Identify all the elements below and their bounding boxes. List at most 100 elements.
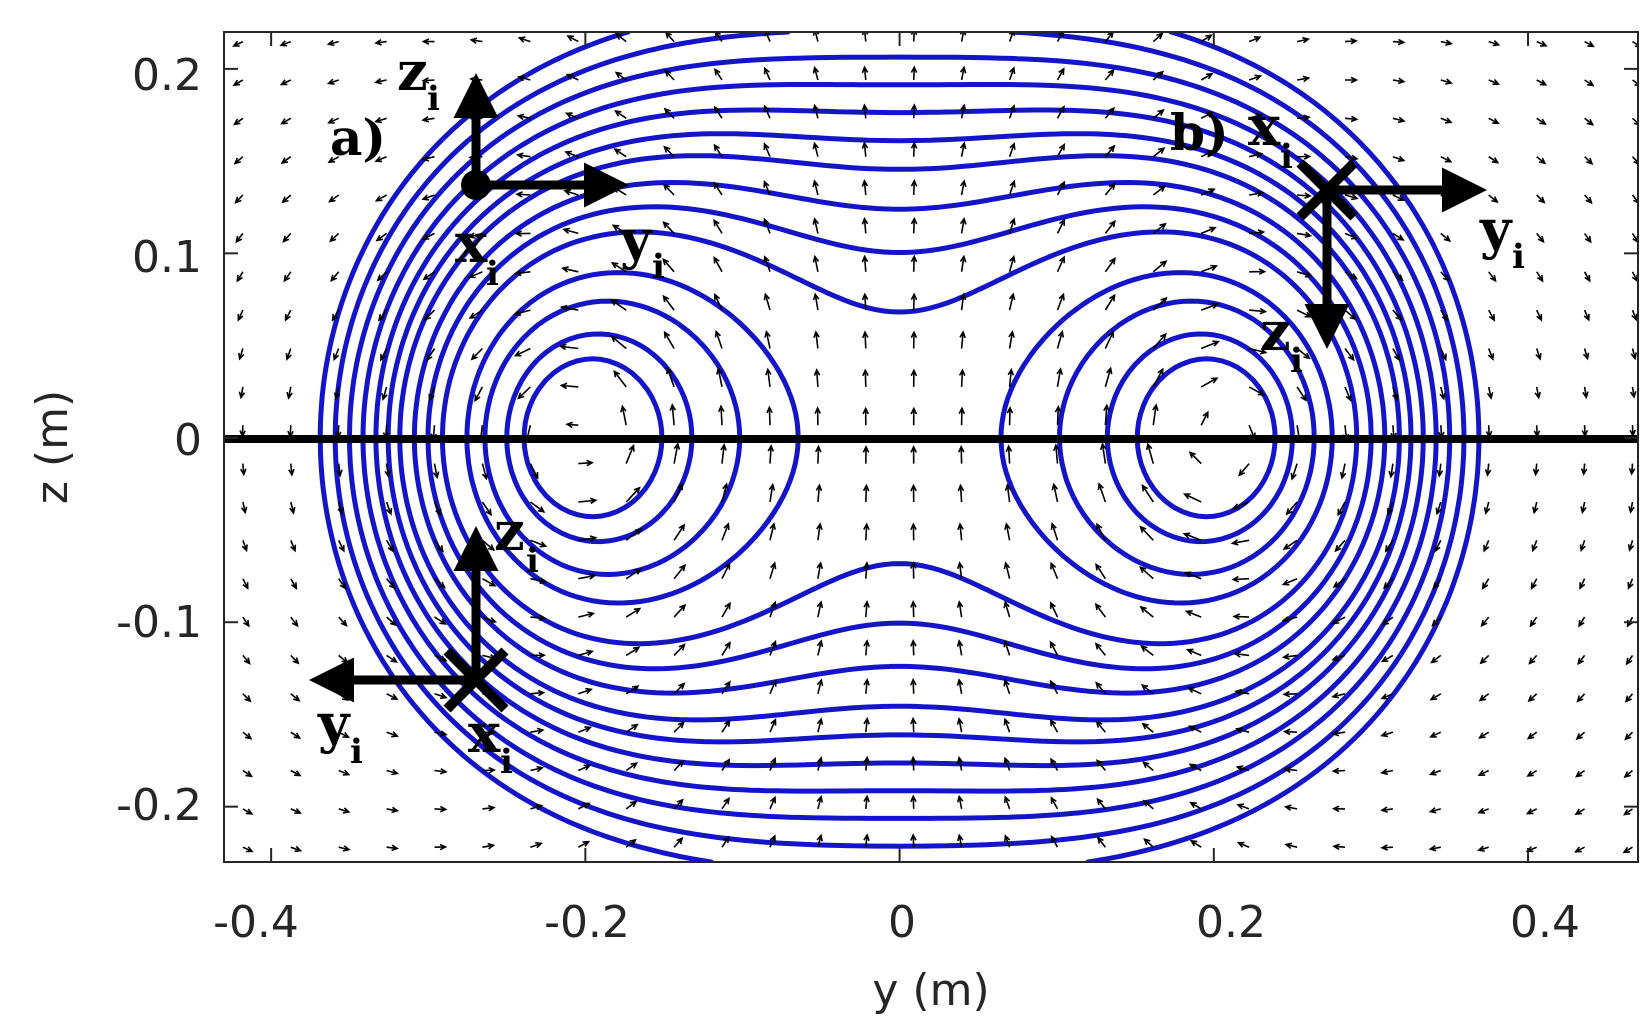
velocity-arrow bbox=[769, 561, 777, 579]
velocity-arrow bbox=[625, 838, 637, 848]
frame-b-y-sub: i bbox=[1512, 237, 1525, 277]
velocity-arrow bbox=[338, 578, 347, 590]
velocity-arrow bbox=[1440, 309, 1449, 322]
velocity-arrow bbox=[1478, 693, 1490, 702]
velocity-arrow bbox=[1249, 229, 1266, 236]
velocity-arrow bbox=[336, 463, 343, 478]
velocity-arrow bbox=[714, 329, 723, 349]
velocity-arrow bbox=[713, 255, 723, 273]
velocity-arrow bbox=[1488, 194, 1499, 204]
velocity-arrow bbox=[1331, 767, 1346, 775]
velocity-arrow bbox=[1628, 501, 1635, 514]
velocity-arrow bbox=[910, 716, 917, 733]
velocity-arrow bbox=[816, 678, 824, 694]
velocity-arrow bbox=[338, 654, 349, 664]
velocity-arrow bbox=[564, 150, 579, 158]
velocity-arrow bbox=[338, 845, 351, 852]
velocity-arrow bbox=[614, 109, 627, 119]
velocity-arrow bbox=[241, 540, 248, 553]
velocity-arrow bbox=[763, 255, 771, 273]
velocity-arrow bbox=[1477, 807, 1489, 814]
velocity-arrow bbox=[1297, 114, 1311, 121]
velocity-arrow bbox=[289, 501, 296, 515]
velocity-arrow bbox=[812, 179, 819, 196]
velocity-arrow bbox=[1189, 839, 1202, 848]
velocity-arrow bbox=[1488, 156, 1500, 164]
x-tick-label: 0 bbox=[888, 897, 916, 948]
velocity-arrow bbox=[1296, 75, 1311, 83]
velocity-arrow bbox=[1185, 648, 1202, 657]
velocity-arrow bbox=[1339, 463, 1347, 480]
velocity-arrow bbox=[1632, 79, 1638, 87]
velocity-arrow bbox=[530, 577, 548, 585]
velocity-arrow bbox=[863, 639, 870, 656]
velocity-arrow bbox=[327, 117, 340, 124]
velocity-arrow bbox=[1231, 501, 1250, 510]
velocity-arrow bbox=[861, 254, 869, 272]
velocity-arrow bbox=[625, 646, 641, 657]
velocity-arrow bbox=[673, 563, 687, 580]
velocity-arrow bbox=[1622, 846, 1633, 854]
velocity-arrow bbox=[290, 654, 300, 665]
velocity-arrow bbox=[1345, 76, 1359, 84]
velocity-arrow bbox=[959, 179, 967, 196]
velocity-arrow bbox=[421, 232, 435, 240]
velocity-arrow bbox=[238, 348, 245, 361]
velocity-arrow bbox=[863, 716, 870, 733]
velocity-arrow bbox=[717, 404, 725, 426]
velocity-arrow bbox=[432, 463, 440, 480]
velocity-arrows bbox=[232, 32, 1638, 854]
velocity-arrow bbox=[769, 678, 777, 695]
velocity-arrow bbox=[559, 304, 579, 312]
velocity-arrow bbox=[625, 607, 642, 618]
velocity-arrow bbox=[1152, 403, 1159, 426]
velocity-arrow bbox=[666, 366, 675, 388]
frame-a: a) z i y i x i bbox=[330, 39, 665, 294]
velocity-arrow bbox=[816, 794, 823, 810]
velocity-arrow bbox=[763, 179, 771, 196]
velocity-arrow bbox=[1536, 232, 1545, 244]
velocity-arrow bbox=[1574, 769, 1586, 778]
velocity-arrow bbox=[663, 145, 675, 158]
velocity-arrow bbox=[529, 463, 539, 480]
velocity-arrow bbox=[374, 194, 387, 202]
velocity-arrow bbox=[1008, 104, 1016, 119]
frame-c-x-label: x bbox=[468, 701, 501, 765]
velocity-arrow bbox=[384, 463, 391, 479]
velocity-arrow bbox=[1622, 808, 1633, 816]
y-tick-label: -0.1 bbox=[116, 597, 202, 648]
velocity-arrow bbox=[1580, 463, 1588, 476]
velocity-arrow bbox=[242, 616, 250, 628]
velocity-arrow bbox=[910, 638, 917, 656]
velocity-arrow bbox=[381, 386, 388, 401]
velocity-arrow bbox=[517, 36, 531, 43]
velocity-arrow bbox=[1380, 844, 1393, 851]
velocity-arrow bbox=[481, 463, 489, 481]
velocity-arrow bbox=[1623, 769, 1634, 779]
velocity-arrow bbox=[422, 271, 435, 281]
velocity-arrow bbox=[721, 680, 731, 695]
velocity-arrow bbox=[1200, 72, 1214, 81]
velocity-arrow bbox=[1429, 731, 1442, 738]
velocity-arrow bbox=[561, 266, 579, 273]
velocity-arrow bbox=[713, 143, 723, 158]
velocity-arrow bbox=[957, 522, 964, 541]
velocity-arrow bbox=[673, 682, 686, 695]
velocity-arrow bbox=[1296, 36, 1310, 44]
velocity-arrow bbox=[910, 368, 918, 387]
velocity-arrow bbox=[327, 156, 340, 164]
velocity-arrow bbox=[713, 181, 723, 196]
velocity-arrow bbox=[515, 152, 531, 159]
velocity-arrow bbox=[331, 309, 340, 322]
velocity-arrow bbox=[1103, 403, 1110, 426]
velocity-arrow bbox=[530, 765, 544, 773]
velocity-arrow bbox=[434, 843, 448, 851]
velocity-arrow bbox=[565, 73, 579, 81]
velocity-arrow bbox=[610, 262, 627, 273]
velocity-arrow bbox=[625, 800, 638, 810]
velocity-arrow bbox=[625, 723, 639, 733]
velocity-arrow bbox=[1141, 483, 1154, 503]
velocity-arrow bbox=[242, 769, 253, 778]
velocity-arrow bbox=[1440, 39, 1454, 46]
velocity-arrow bbox=[862, 483, 870, 503]
